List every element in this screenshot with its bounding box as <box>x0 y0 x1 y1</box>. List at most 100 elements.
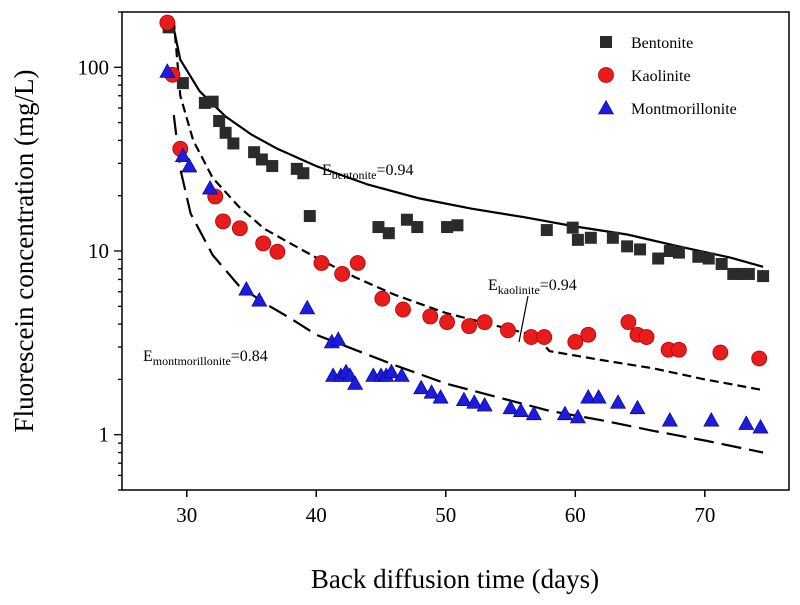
fit-line-kaolinite <box>172 20 764 392</box>
bentonite-point <box>584 231 597 244</box>
montmorillonite-point <box>580 389 597 404</box>
montmorillonite-point <box>629 399 646 415</box>
bentonite-point <box>255 153 268 166</box>
bentonite-point <box>206 95 219 108</box>
x-tick-label: 40 <box>306 503 327 527</box>
montmorillonite-point <box>502 399 519 415</box>
kaolinite-point <box>439 314 455 331</box>
legend-marker <box>597 99 615 115</box>
bentonite-point <box>715 257 728 270</box>
legend-label: Montmorillonite <box>631 101 737 118</box>
montmorillonite-point <box>330 331 347 346</box>
montmorillonite-point <box>455 391 472 407</box>
bentonite-point <box>757 270 770 283</box>
bentonite-point <box>540 224 553 237</box>
bentonite-point <box>621 240 634 253</box>
axis-ticks: 30 40 50 60 70 1 10 100 <box>78 11 715 527</box>
x-tick-label: 70 <box>694 503 715 527</box>
y-tick-label: 1 <box>99 423 110 447</box>
montmorillonite-point <box>661 412 678 427</box>
kaolinite-point <box>422 308 439 325</box>
annotations: Ebentonite=0.94 Ekaolinite=0.94 Emontmoril… <box>143 162 577 368</box>
series-kaolinite <box>159 14 768 367</box>
montmorillonite-point <box>703 412 720 427</box>
bentonite-point <box>566 221 579 234</box>
kaolinite-point <box>567 334 584 350</box>
kaolinite-point <box>461 318 477 335</box>
montmorillonite-point <box>181 157 198 173</box>
montmorillonite-point <box>752 418 769 434</box>
bentonite-point <box>213 115 226 128</box>
bentonite-point <box>219 126 232 139</box>
montmorillonite-point <box>738 415 755 430</box>
montmorillonite-point <box>610 394 627 409</box>
kaolinite-point <box>215 213 231 230</box>
x-tick-label: 60 <box>565 503 586 527</box>
montmorillonite-point <box>174 147 191 163</box>
legend-marker <box>600 36 612 48</box>
bentonite-point <box>411 221 424 234</box>
data-markers <box>159 14 770 434</box>
y-axis-label: Fluorescein concentration (mg/L) <box>9 70 39 433</box>
legend: Bentonite Kaolinite Montmorillonite <box>597 35 737 118</box>
bentonite-point <box>571 233 584 246</box>
bentonite-point <box>742 267 755 280</box>
bentonite-point <box>652 252 665 265</box>
kaolinite-point <box>395 301 411 318</box>
bentonite-point <box>176 77 189 90</box>
kaolinite-point <box>620 314 637 331</box>
legend-entry-montmorillonite: Montmorillonite <box>597 99 737 118</box>
bentonite-point <box>692 250 705 263</box>
legend-entry-kaolinite: Kaolinite <box>598 67 691 85</box>
bentonite-point <box>372 221 385 234</box>
bentonite-point <box>441 221 454 234</box>
kaolinite-point <box>476 314 493 331</box>
montmorillonite-point <box>299 299 316 315</box>
montmorillonite-point <box>159 63 176 78</box>
montmorillonite-point <box>432 389 449 404</box>
montmorillonite-point <box>569 408 586 424</box>
x-axis-label: Back diffusion time (days) <box>311 564 599 594</box>
bentonite-point <box>400 213 413 226</box>
bentonite-point <box>297 167 310 180</box>
bentonite-point <box>672 246 685 259</box>
bentonite-point <box>303 210 316 223</box>
montmorillonite-point <box>476 396 493 412</box>
montmorillonite-point <box>590 389 607 404</box>
series-bentonite <box>162 21 770 283</box>
montmorillonite-point <box>347 375 364 390</box>
bentonite-point <box>382 227 395 240</box>
montmorillonite-point <box>525 405 542 421</box>
kaolinite-point <box>231 220 248 237</box>
kaolinite-point <box>580 326 597 343</box>
kaolinite-point <box>349 255 366 271</box>
bentonite-point <box>702 252 715 265</box>
kaolinite-point <box>536 329 553 345</box>
bentonite-point <box>451 219 464 232</box>
kaolinite-point <box>313 255 330 271</box>
montmorillonite-point <box>512 402 529 418</box>
kaolinite-point <box>751 350 768 367</box>
legend-marker <box>598 67 614 83</box>
montmorillonite-point <box>556 405 573 421</box>
bentonite-point <box>606 231 619 244</box>
kaolinite-point <box>269 243 286 260</box>
annotation-montmorillonite: Emontmorillonite=0.84 <box>143 348 268 368</box>
kaolinite-point <box>159 14 176 31</box>
legend-label: Bentonite <box>631 35 693 52</box>
x-tick-label: 50 <box>435 503 456 527</box>
montmorillonite-point <box>423 384 440 399</box>
montmorillonite-point <box>238 281 255 296</box>
fit-line-bentonite <box>170 15 764 268</box>
y-tick-label: 100 <box>78 55 110 79</box>
legend-entry-bentonite: Bentonite <box>600 35 693 52</box>
kaolinite-point <box>638 329 655 345</box>
montmorillonite-point <box>466 394 483 409</box>
montmorillonite-point <box>383 363 400 379</box>
kaolinite-point <box>712 344 729 361</box>
annotation-bentonite: Ebentonite=0.94 <box>322 162 413 182</box>
annotation-kaolinite: Ekaolinite=0.94 <box>488 277 577 297</box>
montmorillonite-point <box>393 367 410 382</box>
x-tick-label: 30 <box>176 503 197 527</box>
